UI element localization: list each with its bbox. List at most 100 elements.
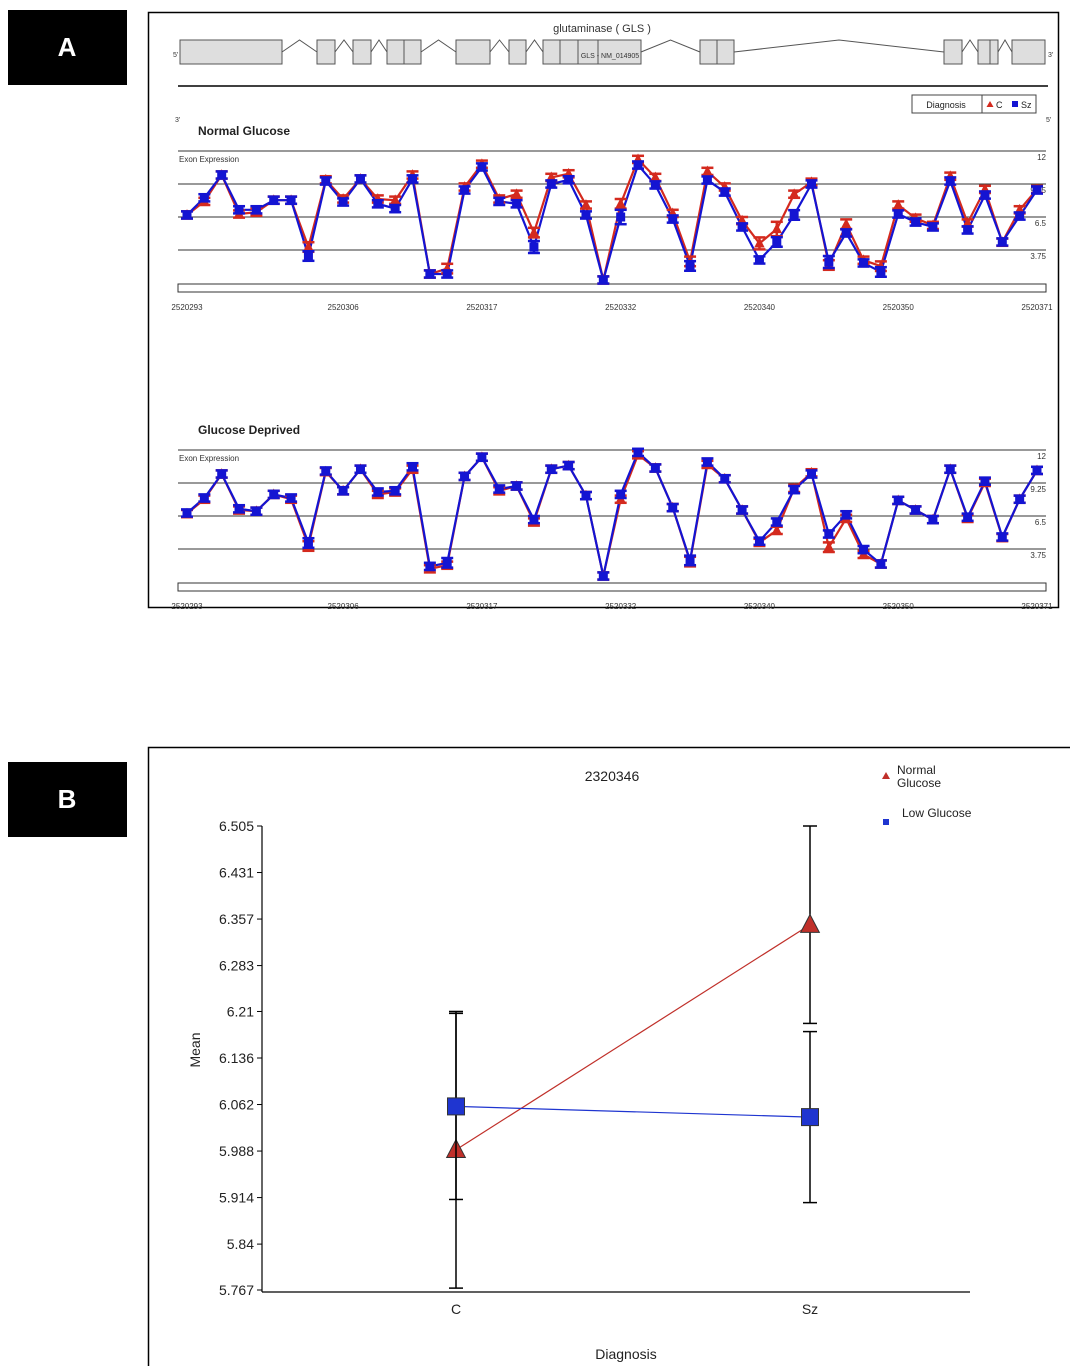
marker [442,558,452,568]
marker [801,1108,819,1127]
marker [789,485,799,495]
marker [447,1097,465,1116]
marker [772,517,782,527]
panel-label-box [8,10,127,85]
y-tick-label: 6.431 [219,865,254,881]
panel-label: A [58,32,77,62]
chart-title: 2320346 [585,768,640,784]
marker [460,471,470,481]
x-tick-label: 2520332 [605,303,637,312]
marker [788,188,800,199]
y-tick-label: 6.21 [227,1003,254,1019]
marker [859,545,869,555]
x-tick-label: 2520340 [744,602,776,611]
marker [980,190,990,200]
marker [425,561,435,571]
y-tick-label: 6.062 [219,1097,254,1113]
marker [754,237,765,248]
marker [754,536,764,546]
marker [217,170,227,180]
marker [997,532,1007,542]
marker [799,913,821,933]
marker [373,487,383,497]
y-tick-label: 6.5 [1035,518,1047,527]
marker [1015,494,1025,504]
x-tick-label: 2520317 [466,303,498,312]
panel-label: B [58,784,77,814]
marker [217,469,227,479]
legend-title: Diagnosis [926,100,966,110]
x-tick-label: 2520317 [466,602,498,611]
intron [489,39,510,53]
marker [824,529,834,539]
y-tick-label: 5.914 [219,1190,254,1206]
marker [512,199,522,209]
strand-end: 3' [175,117,180,124]
intron [733,39,945,53]
marker [581,491,591,501]
intron [420,39,457,53]
marker [893,209,903,219]
marker [338,486,348,496]
marker [997,237,1007,247]
marker [771,524,783,535]
marker [650,463,660,473]
panel-label-box [8,762,127,837]
y-tick-label: 6.5 [1035,219,1047,228]
marker [355,464,365,474]
x-tick-label: Sz [802,1301,818,1317]
intron [334,39,354,53]
y-tick-label: 5.988 [219,1143,254,1159]
exon [316,39,336,65]
marker [477,162,487,172]
marker [668,214,678,224]
marker [251,506,261,516]
intron [640,39,701,53]
exon [1011,39,1046,65]
marker [823,541,835,552]
marker [892,199,904,210]
marker [615,197,626,208]
marker [321,176,331,186]
marker [616,212,626,222]
marker [633,447,643,457]
series-line [455,1105,811,1118]
legend-label: Low Glucose [902,806,972,820]
x-tick-label: 2520371 [1021,602,1053,611]
marker [546,464,556,474]
marker [876,267,886,277]
marker [580,199,592,210]
marker [182,508,192,518]
marker [338,197,348,207]
marker [390,486,400,496]
y-tick-label: 6.505 [219,818,254,834]
intron [997,39,1013,53]
marker [841,228,851,238]
marker [771,223,783,234]
marker [806,469,816,479]
marker [789,210,799,220]
x-tick-label: C [451,1301,461,1317]
intron [281,39,318,53]
marker [737,505,747,515]
chart-title: Normal Glucose [198,124,290,138]
marker [303,251,313,261]
marker [408,174,418,184]
marker [876,559,886,569]
marker [390,204,400,214]
exon [943,39,963,65]
marker [650,180,660,190]
marker [806,179,816,189]
marker [598,275,608,285]
marker [529,242,539,252]
y-axis-label: Mean [187,1032,203,1067]
marker [720,187,730,197]
marker [633,160,643,170]
strand-end: 5' [1046,117,1051,124]
marker [945,464,955,474]
marker [859,258,869,268]
marker [512,481,522,491]
panel-frame [147,746,1070,1366]
marker [564,175,574,185]
